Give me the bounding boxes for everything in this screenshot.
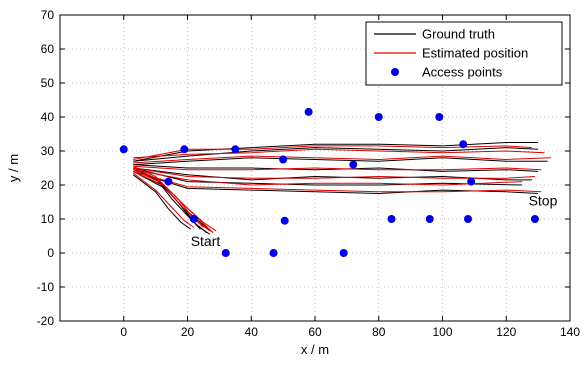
ground-truth-path xyxy=(133,157,548,166)
ground-truth-path xyxy=(132,174,191,230)
access-point xyxy=(387,215,396,223)
x-tick-label: 140 xyxy=(560,325,580,339)
y-tick-label: -20 xyxy=(37,314,55,328)
access-point xyxy=(464,215,472,223)
x-tick-label: 120 xyxy=(496,325,516,339)
legend-label: Ground truth xyxy=(422,27,495,42)
y-tick-label: 50 xyxy=(41,76,55,90)
access-point xyxy=(425,215,434,223)
access-point xyxy=(374,113,383,121)
x-axis-label: x / m xyxy=(301,342,329,357)
ground-truth-path xyxy=(133,142,539,162)
x-tick-label: 40 xyxy=(245,325,259,339)
y-tick-label: 70 xyxy=(41,8,55,22)
legend-box xyxy=(365,21,563,86)
estimated-position-path xyxy=(133,170,542,193)
x-tick-label: 0 xyxy=(120,325,127,339)
ground-truth-path xyxy=(133,167,523,186)
access-point xyxy=(349,160,358,169)
y-tick-label: -10 xyxy=(37,280,55,294)
access-point xyxy=(164,177,173,186)
estimated-position-path xyxy=(133,148,545,159)
access-point xyxy=(269,249,278,257)
access-point xyxy=(280,216,289,225)
estimated-position-path xyxy=(133,167,535,179)
access-points-layer xyxy=(119,107,539,257)
access-point xyxy=(180,145,189,154)
annotation-stop: Stop xyxy=(529,192,558,208)
y-tick-label: 30 xyxy=(41,144,55,158)
access-point xyxy=(189,215,198,223)
axis-ticks: 0 20 40 60 80 100 120 140 -20 -10 0 10 20 30 40 50 60 70 xyxy=(37,8,581,339)
legend-swatch-dot xyxy=(391,68,399,76)
x-tick-label: 80 xyxy=(372,325,386,339)
access-point xyxy=(279,155,288,164)
access-point xyxy=(435,113,444,121)
access-point xyxy=(119,145,128,154)
x-tick-label: 100 xyxy=(432,325,452,339)
y-axis-label: y / m xyxy=(6,154,21,182)
x-tick-label: 60 xyxy=(308,325,322,339)
ground-truth-path xyxy=(133,147,539,162)
y-tick-label: 20 xyxy=(41,178,55,192)
estimated-position-path xyxy=(133,145,532,160)
x-tick-label: 20 xyxy=(181,325,195,339)
annotations: Start Stop xyxy=(191,192,558,249)
y-tick-label: 10 xyxy=(41,212,55,226)
legend-label: Estimated position xyxy=(422,46,528,61)
y-tick-label: 0 xyxy=(47,246,54,260)
access-point xyxy=(304,107,313,116)
estimated-position-path xyxy=(133,165,542,171)
access-point xyxy=(231,145,240,154)
estimated-position-path xyxy=(133,170,217,232)
access-point xyxy=(339,249,348,257)
annotation-start: Start xyxy=(191,233,221,249)
trajectory-layer xyxy=(132,142,551,235)
estimated-position-path xyxy=(133,169,523,186)
access-point xyxy=(459,140,468,149)
legend-label: Access points xyxy=(422,65,503,80)
ground-truth-path xyxy=(133,170,539,194)
access-point xyxy=(530,215,539,223)
legend: Ground truth Estimated position Access poi… xyxy=(365,21,563,86)
access-point xyxy=(467,177,476,186)
y-tick-label: 40 xyxy=(41,110,55,124)
estimated-position-path xyxy=(133,155,551,164)
y-tick-label: 60 xyxy=(41,42,55,56)
estimated-position-path xyxy=(132,172,195,228)
access-point xyxy=(221,249,230,257)
